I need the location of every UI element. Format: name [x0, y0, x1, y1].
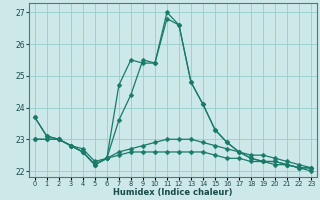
X-axis label: Humidex (Indice chaleur): Humidex (Indice chaleur) — [113, 188, 233, 197]
